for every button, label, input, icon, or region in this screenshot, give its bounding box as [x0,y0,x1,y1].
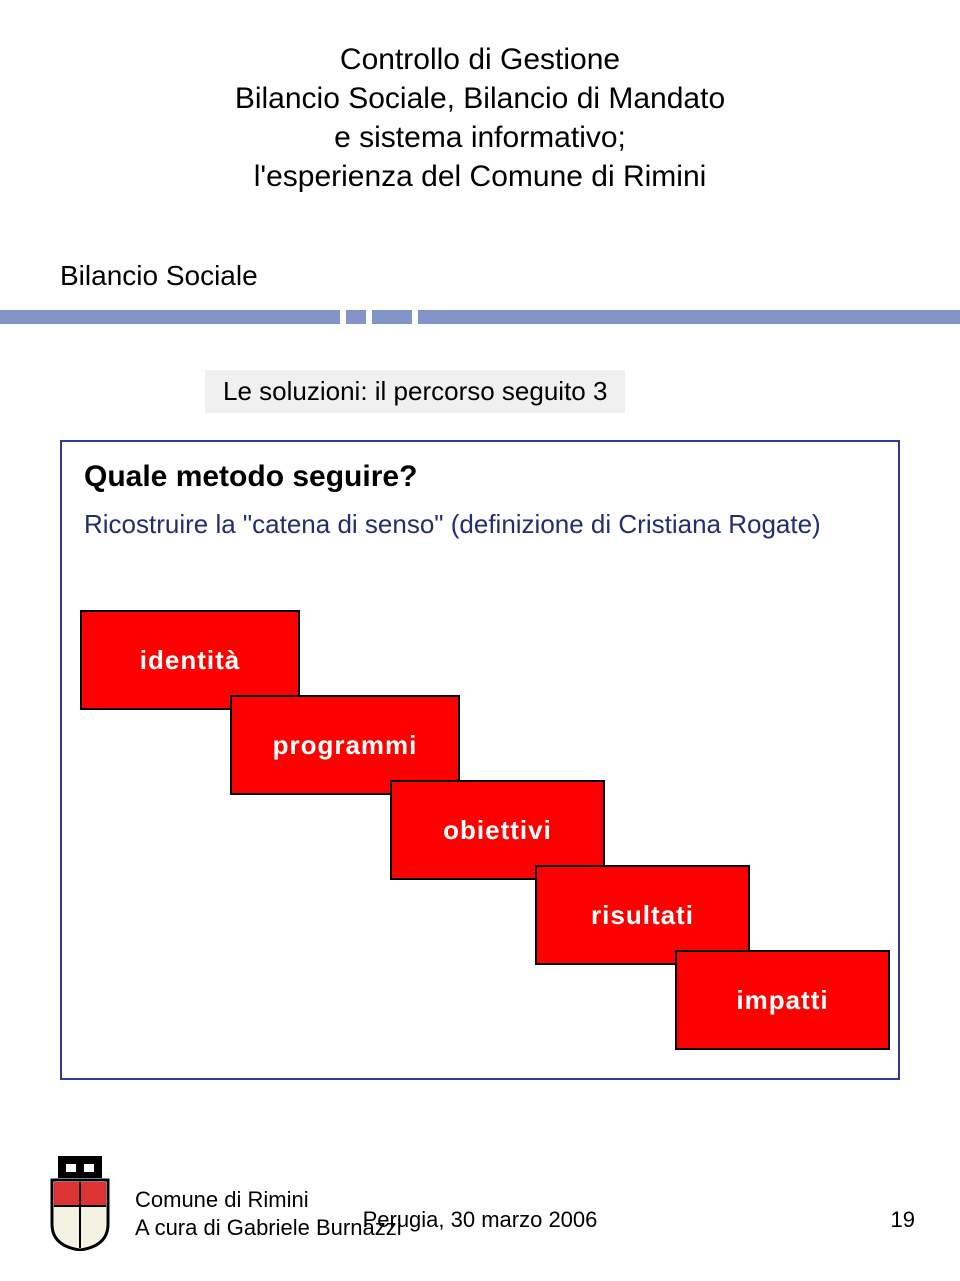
slide-header: Controllo di Gestione Bilancio Sociale, … [0,0,960,226]
sub-label: Le soluzioni: il percorso seguito 3 [205,370,625,413]
divider-segment [0,310,340,324]
page-number: 19 [891,1207,915,1233]
section-label: Bilancio Sociale [60,260,258,292]
divider-segment [372,310,412,324]
header-line-4: l'esperienza del Comune di Rimini [0,157,960,196]
chain-diagram: identitàprogrammiobiettivirisultatiimpat… [80,610,880,1050]
question-desc: Ricostruire la "catena di senso" (defini… [84,508,876,542]
header-line-2: Bilancio Sociale, Bilancio di Mandato [0,79,960,118]
slide-footer: Comune di Rimini A cura di Gabriele Burn… [0,1151,960,1251]
chain-box-4: impatti [675,950,890,1050]
header-line-3: e sistema informativo; [0,118,960,157]
header-line-1: Controllo di Gestione [0,40,960,79]
divider-segment [346,310,366,324]
divider-bar [0,310,960,324]
footer-center: Perugia, 30 marzo 2006 [0,1207,960,1233]
divider-segment [418,310,960,324]
crest-icon [40,1156,120,1251]
question-title: Quale metodo seguire? [84,460,876,494]
